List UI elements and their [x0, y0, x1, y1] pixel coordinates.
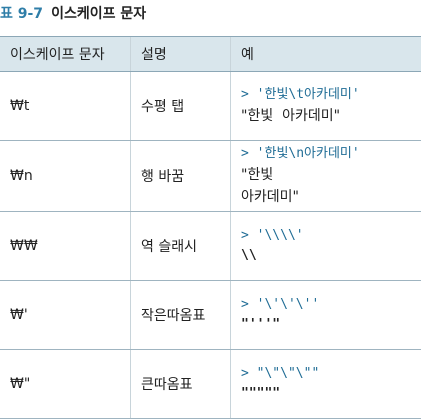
example-cell: > '한빛\n아카데미' "한빛 아카데미" [231, 141, 421, 212]
escape-char: ₩' [10, 307, 28, 323]
example-cell: > '\\\\' \\ [231, 212, 421, 281]
escape-cell: ₩" [0, 350, 131, 419]
table-row: ₩t 수평 탭 > '한빛\t아카데미' "한빛 아카데미" [0, 72, 421, 141]
description-text: 작은따옴표 [141, 308, 205, 324]
example-output: \\ [241, 246, 421, 266]
escape-char: ₩t [10, 98, 29, 114]
description-cell: 큰따옴표 [131, 350, 231, 419]
example-cell: > '한빛\t아카데미' "한빛 아카데미" [231, 72, 421, 141]
header-description: 설명 [131, 37, 231, 72]
escape-cell: ₩₩ [0, 212, 131, 281]
escape-char: ₩" [10, 376, 30, 392]
example-output: "한빛 아카데미" [241, 164, 421, 208]
example-input: > '한빛\t아카데미' [241, 85, 421, 105]
description-text: 역 슬래시 [141, 239, 197, 255]
header-example: 예 [231, 37, 421, 72]
escape-cell: ₩n [0, 141, 131, 212]
table-header-row: 이스케이프 문자 설명 예 [0, 37, 421, 72]
description-text: 수평 탭 [141, 99, 184, 115]
description-text: 큰따옴표 [141, 377, 193, 393]
table-row: ₩' 작은따옴표 > '\'\'\'' "'''" [0, 281, 421, 350]
table-row: ₩" 큰따옴표 > "\"\"\"" """"" [0, 350, 421, 419]
example-output: "한빛 아카데미" [241, 105, 421, 127]
description-text: 행 바꿈 [141, 169, 184, 185]
description-cell: 작은따옴표 [131, 281, 231, 350]
caption-number: 표 9-7 [0, 3, 43, 23]
escape-char: ₩₩ [10, 238, 38, 254]
escape-char: ₩n [10, 168, 33, 184]
caption-title: 이스케이프 문자 [51, 3, 146, 23]
table-row: ₩n 행 바꿈 > '한빛\n아카데미' "한빛 아카데미" [0, 141, 421, 212]
example-input: > '\'\'\'' [241, 295, 421, 315]
table-caption: 표 9-7 이스케이프 문자 [0, 2, 146, 24]
escape-cell: ₩t [0, 72, 131, 141]
escape-cell: ₩' [0, 281, 131, 350]
escape-character-table: 이스케이프 문자 설명 예 ₩t 수평 탭 > '한빛\t아카데미' "한빛 아… [0, 36, 421, 419]
example-input: > '한빛\n아카데미' [241, 144, 421, 164]
description-cell: 역 슬래시 [131, 212, 231, 281]
example-cell: > "\"\"\"" """"" [231, 350, 421, 419]
table-row: ₩₩ 역 슬래시 > '\\\\' \\ [0, 212, 421, 281]
example-input: > "\"\"\"" [241, 364, 421, 384]
description-cell: 수평 탭 [131, 72, 231, 141]
example-input: > '\\\\' [241, 226, 421, 246]
example-cell: > '\'\'\'' "'''" [231, 281, 421, 350]
example-output: """"" [241, 384, 421, 404]
header-escape-character: 이스케이프 문자 [0, 37, 131, 72]
description-cell: 행 바꿈 [131, 141, 231, 212]
example-output: "'''" [241, 315, 421, 335]
